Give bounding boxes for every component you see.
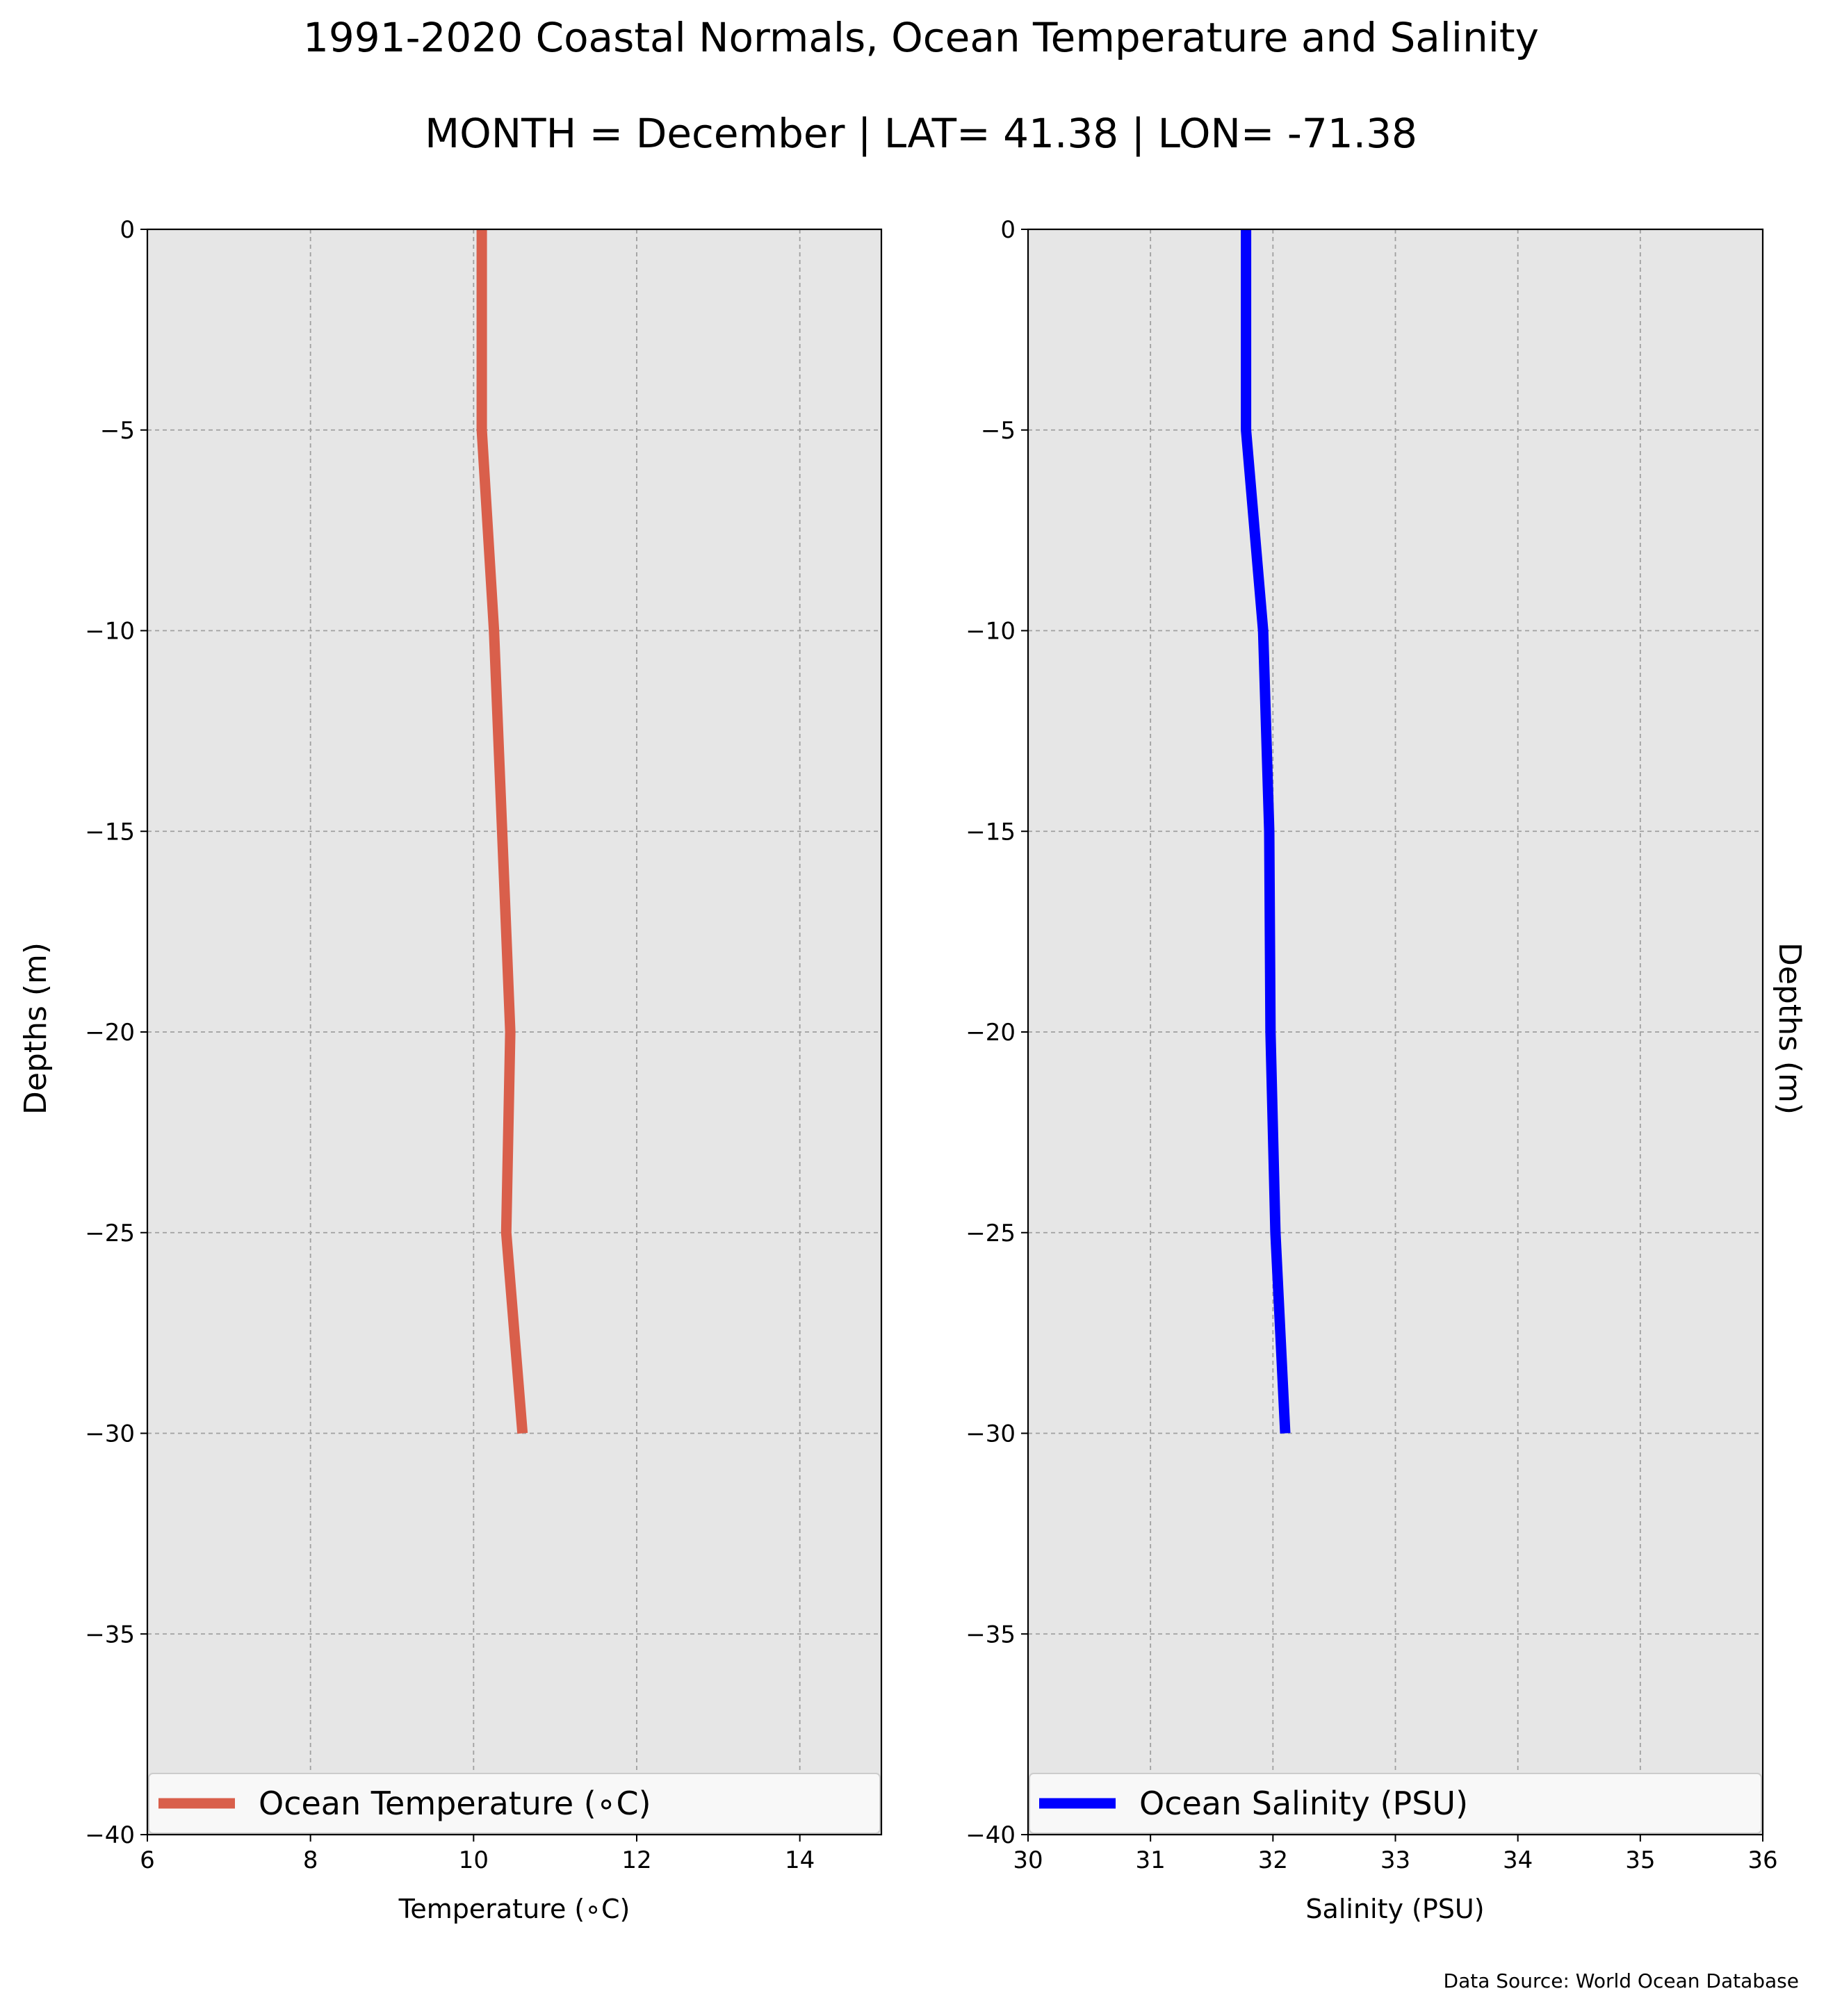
- temperature-panel: Ocean Temperature (∘C) 6 8 10 12 14 0 −5 −10 −15 −…: [85, 216, 883, 1924]
- y-tick-label: −15: [85, 818, 135, 846]
- x-tick-label: 32: [1258, 1846, 1288, 1874]
- salinity-panel: Ocean Salinity (PSU) 30 31 32 33 34 35 36 0 −5 −10…: [965, 216, 1777, 1924]
- y-tick-label: −20: [965, 1019, 1016, 1047]
- y-tick-label: −25: [965, 1220, 1016, 1247]
- x-axis-label: Temperature (∘C): [398, 1894, 630, 1924]
- data-source-note: Data Source: World Ocean Database: [1444, 1969, 1799, 1992]
- legend-label: Ocean Temperature (∘C): [259, 1785, 651, 1822]
- x-tick-label: 12: [621, 1846, 651, 1874]
- x-tick-label: 35: [1625, 1846, 1655, 1874]
- chart-title: 1991-2020 Coastal Normals, Ocean Tempera…: [303, 14, 1539, 61]
- x-tick-label: 30: [1013, 1846, 1043, 1874]
- y-tick-label: −35: [85, 1621, 135, 1648]
- x-tick-label: 8: [303, 1846, 318, 1874]
- y-tick-label: −30: [965, 1420, 1016, 1448]
- y-tick-label: −5: [981, 417, 1016, 445]
- right-y-axis-label: Depths (m): [1772, 942, 1807, 1115]
- chart-subtitle: MONTH = December | LAT= 41.38 | LON= -71…: [425, 110, 1417, 157]
- legend: Ocean Salinity (PSU): [1029, 1773, 1762, 1834]
- legend-label: Ocean Salinity (PSU): [1139, 1785, 1468, 1822]
- x-tick-label: 14: [785, 1846, 815, 1874]
- legend-box: [1029, 1773, 1762, 1834]
- x-tick-label: 34: [1503, 1846, 1533, 1874]
- y-tick-label: −10: [85, 618, 135, 646]
- y-tick-label: −30: [85, 1420, 135, 1448]
- x-tick-label: 33: [1380, 1846, 1410, 1874]
- y-tick-label: −40: [965, 1821, 1016, 1849]
- x-axis-label: Salinity (PSU): [1305, 1894, 1484, 1924]
- y-tick-label: 0: [1000, 216, 1016, 244]
- legend-box: [148, 1773, 881, 1834]
- y-tick-label: −5: [100, 417, 135, 445]
- y-tick-label: −40: [85, 1821, 135, 1849]
- y-tick-label: −15: [965, 818, 1016, 846]
- x-tick-label: 10: [459, 1846, 489, 1874]
- x-tick-label: 31: [1136, 1846, 1166, 1874]
- y-tick-label: −35: [965, 1621, 1016, 1648]
- x-tick-label: 36: [1747, 1846, 1777, 1874]
- left-y-axis-label: Depths (m): [18, 942, 54, 1115]
- y-tick-label: −10: [965, 618, 1016, 646]
- y-tick-label: −20: [85, 1019, 135, 1047]
- x-tick-label: 6: [140, 1846, 155, 1874]
- legend: Ocean Temperature (∘C): [148, 1773, 881, 1834]
- y-tick-label: 0: [120, 216, 135, 244]
- y-tick-label: −25: [85, 1220, 135, 1247]
